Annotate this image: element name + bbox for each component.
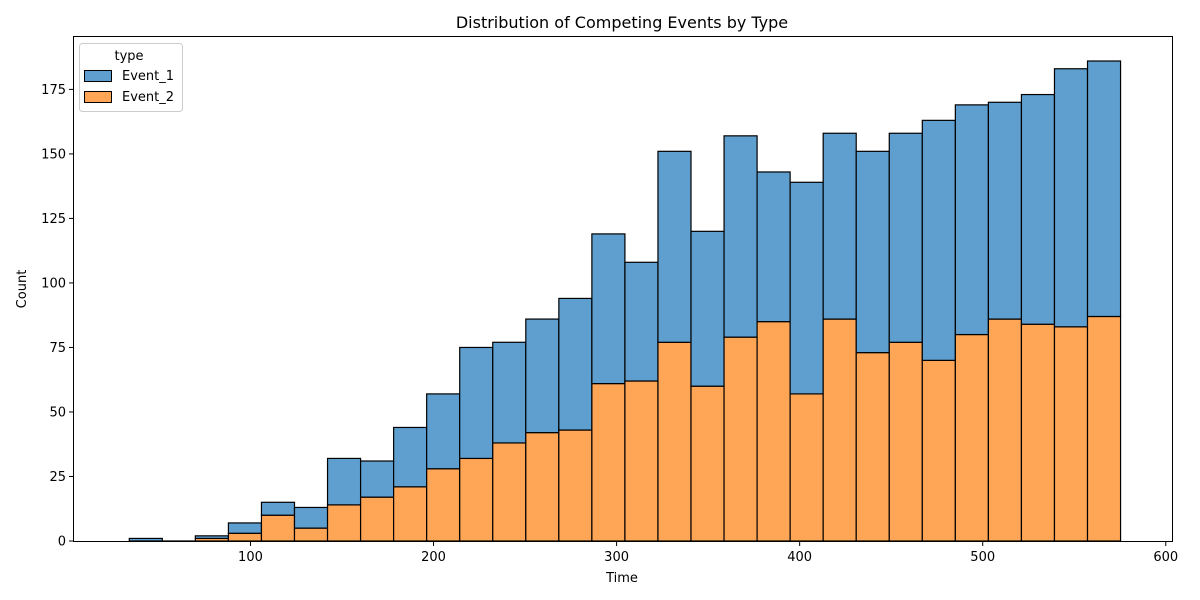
plot-frame — [73, 36, 1173, 542]
y-tick-label: 0 — [58, 535, 66, 550]
bar-event-2 — [1053, 326, 1089, 542]
bar-event-2 — [1086, 315, 1122, 542]
x-axis-label: Time — [605, 571, 638, 586]
bar-event-1 — [921, 119, 956, 361]
bar-event-2 — [987, 318, 1023, 542]
bar-event-2 — [227, 532, 263, 542]
bar-event-2 — [855, 352, 890, 542]
bar-event-2 — [525, 432, 560, 542]
y-tick-label: 175 — [41, 83, 66, 98]
bar-event-2 — [888, 341, 923, 542]
bar-event-1 — [227, 522, 263, 534]
x-tick-label: 400 — [787, 550, 812, 565]
y-tick-label: 125 — [41, 212, 66, 227]
legend-title: type — [114, 49, 143, 64]
bar-event-1 — [756, 171, 791, 323]
bar-event-1 — [723, 135, 758, 338]
bar-event-1 — [393, 426, 428, 488]
bar-event-2 — [954, 333, 989, 542]
bar-event-2 — [822, 318, 857, 542]
bar-event-2 — [921, 359, 956, 542]
bar-event-1 — [822, 132, 857, 320]
chart-title: Distribution of Competing Events by Type — [456, 13, 788, 32]
bar-event-1 — [1020, 93, 1056, 325]
y-axis-ticks: 0 25 50 75 100 125 150 175 — [41, 83, 74, 550]
x-tick-label: 500 — [970, 550, 995, 565]
bar-event-1 — [591, 233, 626, 385]
bar-event-2 — [426, 468, 461, 542]
bar-event-1 — [492, 341, 527, 444]
y-tick-label: 150 — [41, 147, 66, 162]
bar-event-1 — [1053, 68, 1089, 328]
x-tick-label: 600 — [1153, 550, 1178, 565]
bar-event-1 — [855, 150, 890, 354]
bar-event-2 — [756, 321, 791, 542]
bar-event-1 — [789, 181, 824, 395]
bar-event-2 — [260, 514, 296, 542]
bar-event-1 — [987, 101, 1023, 320]
bar-event-1 — [326, 457, 362, 506]
bar-event-1 — [525, 318, 560, 434]
bar-event-1 — [459, 346, 494, 460]
bar-event-1 — [657, 150, 692, 343]
legend-swatch-event-2 — [84, 91, 112, 103]
bar-event-1 — [359, 460, 395, 498]
x-tick-label: 200 — [421, 550, 446, 565]
bar-event-2 — [723, 336, 758, 542]
x-tick-label: 300 — [604, 550, 629, 565]
bars-layer — [128, 60, 1122, 542]
bar-event-1 — [888, 132, 923, 343]
bar-event-2 — [591, 382, 626, 542]
y-tick-label: 25 — [49, 470, 66, 485]
bar-event-1 — [128, 537, 163, 542]
bar-event-2 — [690, 385, 725, 542]
bar-event-2 — [1020, 323, 1056, 542]
bar-event-1 — [1086, 60, 1122, 318]
bar-event-2 — [459, 457, 494, 542]
legend-label-event-2: Event_2 — [122, 90, 174, 105]
bar-event-1 — [194, 535, 230, 540]
y-tick-label: 100 — [41, 276, 66, 291]
legend-label-event-1: Event_1 — [122, 69, 174, 84]
legend: type Event_1 Event_2 — [79, 43, 183, 112]
bar-event-2 — [359, 496, 395, 542]
bar-event-1 — [690, 230, 725, 387]
bar-event-1 — [954, 104, 989, 336]
x-tick-label: 100 — [238, 550, 263, 565]
y-tick-label: 50 — [49, 405, 66, 420]
bar-event-1 — [558, 297, 593, 431]
legend-swatch-event-1 — [84, 70, 112, 82]
bar-event-2 — [393, 486, 428, 542]
bar-event-1 — [426, 393, 461, 470]
bar-event-2 — [789, 393, 824, 542]
bar-event-2 — [326, 504, 362, 542]
bar-event-1 — [624, 261, 659, 382]
bar-event-2 — [293, 527, 329, 542]
bar-event-2 — [624, 380, 659, 542]
bar-event-2 — [492, 442, 527, 542]
bar-event-2 — [558, 429, 593, 542]
y-tick-label: 75 — [49, 341, 66, 356]
x-axis-ticks: 100 200 300 400 500 600 — [238, 541, 1178, 565]
bar-event-2 — [657, 341, 692, 542]
bar-event-1 — [293, 506, 329, 529]
bar-event-1 — [260, 501, 296, 516]
y-axis-label: Count — [15, 270, 30, 309]
